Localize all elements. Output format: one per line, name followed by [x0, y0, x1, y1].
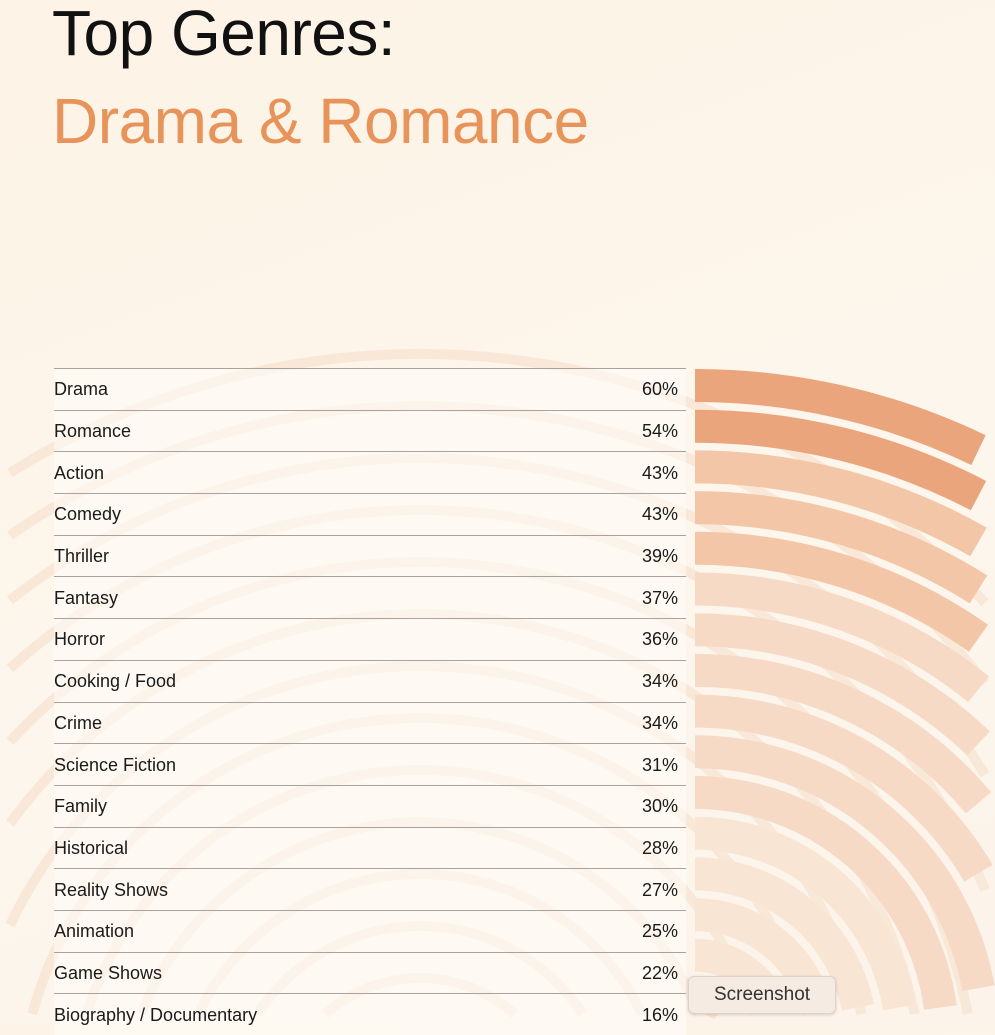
genre-value: 25% — [641, 921, 678, 942]
page-title: Top Genres: — [52, 0, 396, 69]
genre-value: 36% — [641, 629, 678, 650]
genre-label: Romance — [54, 421, 132, 442]
bar-thriller — [694, 531, 989, 652]
bar-horror — [694, 613, 990, 756]
bar-romance — [694, 409, 987, 511]
bar-cooking-food — [694, 653, 992, 814]
bar-drama — [694, 369, 986, 465]
genre-value: 31% — [641, 754, 678, 775]
bar-historical — [694, 816, 916, 1011]
genre-label: Horror — [54, 629, 106, 650]
table-row: Family 30% — [54, 784, 686, 827]
genre-table: Drama 60% Romance 54% Action 43% Comedy 43% Thri… — [54, 368, 686, 1035]
genre-label: Thriller — [54, 546, 110, 567]
table-row: Horror 36% — [54, 618, 686, 660]
bar-reality-shows — [694, 857, 875, 1012]
genre-label: Reality Shows — [54, 879, 169, 900]
genre-label: Animation — [54, 921, 135, 942]
table-row: Historical 28% — [54, 826, 686, 869]
page-subtitle: Drama & Romance — [52, 85, 589, 157]
genre-label: Comedy — [54, 504, 122, 525]
genre-value: 39% — [641, 546, 678, 567]
bar-science-fiction — [694, 735, 995, 992]
table-row: Romance 54% — [54, 409, 686, 452]
genre-label: Biography / Documentary — [54, 1004, 258, 1025]
genre-label: Family — [54, 796, 107, 817]
table-row: Animation 25% — [54, 909, 686, 952]
genre-label: Science Fiction — [54, 754, 177, 775]
genre-label: Historical — [54, 837, 129, 858]
bar-crime — [694, 694, 993, 882]
genre-value: 16% — [641, 1004, 678, 1025]
genre-value: 43% — [641, 504, 678, 525]
table-row: Fantasy 37% — [54, 576, 686, 619]
table-row: Reality Shows 27% — [54, 868, 686, 910]
genre-value: 54% — [641, 421, 678, 442]
bar-family — [694, 776, 957, 1010]
bar-comedy — [694, 491, 988, 604]
bar-fantasy — [694, 572, 989, 703]
genre-label: Crime — [54, 712, 102, 733]
table-row: Game Shows 22% — [54, 951, 686, 994]
genre-label: Cooking / Food — [54, 671, 177, 692]
genre-value: 27% — [641, 879, 678, 900]
tooltip: Screenshot — [688, 976, 836, 1014]
genre-value: 43% — [641, 462, 678, 483]
table-row: Action 43% — [54, 451, 686, 494]
table-row: Biography / Documentary 16% — [54, 993, 686, 1035]
table-row: Drama 60% — [54, 368, 686, 410]
table-row: Crime 34% — [54, 701, 686, 744]
genre-label: Drama — [54, 379, 109, 400]
genre-value: 34% — [641, 671, 678, 692]
genre-value: 22% — [641, 962, 678, 983]
genre-label: Game Shows — [54, 962, 163, 983]
table-row: Thriller 39% — [54, 534, 686, 577]
genre-value: 30% — [641, 796, 678, 817]
genre-label: Fantasy — [54, 587, 119, 608]
genre-label: Action — [54, 462, 105, 483]
table-row: Cooking / Food 34% — [54, 659, 686, 702]
table-row: Comedy 43% — [54, 493, 686, 535]
bar-action — [694, 450, 987, 557]
genre-value: 60% — [641, 379, 678, 400]
genre-value: 37% — [641, 587, 678, 608]
table-row: Science Fiction 31% — [54, 743, 686, 785]
genre-value: 34% — [641, 712, 678, 733]
genre-value: 28% — [641, 837, 678, 858]
